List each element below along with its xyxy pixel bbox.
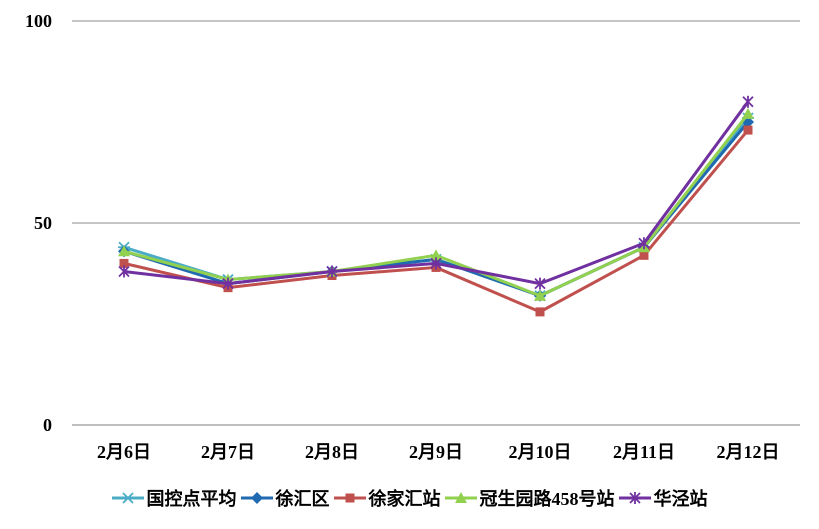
data-point-marker [454,492,467,503]
data-point [535,307,545,317]
legend-marker [240,492,273,504]
data-point-marker [628,492,641,504]
y-tick-label: 50 [34,213,52,233]
data-point-marker [121,492,134,504]
data-point-marker [345,493,354,503]
data-point [638,237,650,250]
legend-label: 华泾站 [653,489,708,509]
data-point [742,107,754,119]
data-point [534,277,546,290]
legend-item: 徐家汇站 [333,485,441,511]
data-point [118,265,130,278]
legend-marker [618,492,651,504]
legend-marker [111,492,144,504]
data-point [742,95,754,108]
x-tick-label: 2月8日 [305,442,359,462]
legend-label: 徐家汇站 [368,489,441,509]
data-point [222,277,234,290]
data-point [119,258,129,268]
series-0 [118,112,754,302]
x-tick-label: 2月9日 [409,442,463,462]
data-point [118,245,130,257]
legend-label: 徐汇区 [275,489,330,509]
x-tick-label: 2月12日 [717,442,780,462]
data-point [430,257,442,270]
legend: 国控点平均 徐汇区 徐家汇站 冠生园路458号站 华泾站 [0,484,819,512]
legend-item: 徐汇区 [240,485,330,511]
data-point [534,289,546,301]
legend-item: 华泾站 [618,485,708,511]
series-4 [118,95,754,290]
legend-marker [444,492,477,503]
legend-item: 冠生园路458号站 [444,485,615,511]
legend-item: 国控点平均 [111,485,237,511]
data-point [743,125,753,135]
data-point-marker [250,492,263,504]
x-tick-label: 2月7日 [201,442,255,462]
data-point [326,265,338,278]
x-tick-label: 2月11日 [613,442,675,462]
series-2 [119,125,753,317]
series-line [123,129,750,314]
y-tick-label: 100 [25,11,52,31]
data-point [639,250,649,260]
x-tick-label: 2月10日 [509,442,572,462]
x-tick-label: 2月6日 [97,442,151,462]
plot-area: 0 50 100 2月6日 2月7日 2月8日 2月9日 2月10日 2月11日 2月12日 [25,11,800,462]
data-point [430,249,442,261]
legend-marker [333,493,366,503]
legend-label: 冠生园路458号站 [479,489,615,509]
legend-label: 国控点平均 [146,489,237,509]
y-tick-label: 0 [43,415,52,435]
